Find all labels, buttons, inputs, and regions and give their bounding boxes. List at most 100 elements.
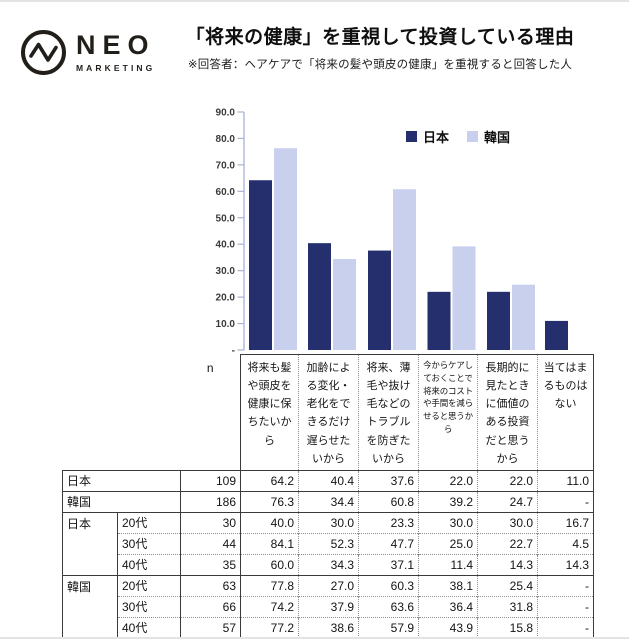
logo-pulse-icon (21, 30, 66, 75)
legend-item-korea: 韓国 (467, 127, 510, 146)
bar-korea-4 (512, 284, 535, 350)
table-row-6: 30代 66 74.2 37.9 63.6 36.4 31.8- (63, 595, 594, 618)
value-cell: 25.4 (477, 574, 538, 597)
bar-korea-1 (333, 259, 356, 350)
chart-legend: 日本 韓国 (406, 127, 510, 146)
age-cell: 20代 (117, 511, 181, 534)
n-cell: 57 (180, 616, 241, 637)
value-cell: 34.3 (298, 553, 359, 576)
value-cell: 38.6 (298, 616, 359, 637)
value-cell: 30.0 (477, 511, 538, 534)
y-tick-label: 20.0 (216, 293, 236, 304)
n-cell: 44 (180, 532, 241, 555)
value-cell: 47.7 (358, 532, 419, 555)
bar-korea-3 (452, 246, 476, 350)
n-cell: 63 (180, 574, 241, 597)
value-cell: 40.4 (298, 469, 359, 492)
bar-japan-3 (427, 291, 451, 350)
value-cell: 11.4 (418, 553, 478, 576)
country-cell: 日本 (62, 469, 181, 492)
y-tick-label: 80.0 (216, 134, 236, 145)
value-cell: 22.0 (477, 469, 538, 492)
value-cell: 63.6 (358, 595, 419, 618)
value-cell: 23.3 (358, 511, 419, 534)
value-cell: 60.3 (358, 574, 419, 597)
logo-wordmark: NEO MARKETING (76, 30, 156, 74)
value-cell: 77.8 (240, 574, 299, 597)
n-column-header: n (180, 354, 241, 471)
country-cell: 韓国 (62, 574, 118, 637)
age-cell: 30代 (117, 532, 181, 555)
value-cell: 43.9 (418, 616, 478, 637)
header: 「将来の健康」を重視して投資している理由 ※回答者：ヘアケアで「将来の髪や頭皮の… (150, 22, 610, 72)
value-cell: 64.2 (240, 469, 299, 492)
n-cell: 186 (180, 490, 241, 513)
y-tick-label: 90.0 (216, 108, 236, 119)
bar-japan-5 (545, 320, 568, 350)
value-cell: 24.7 (477, 490, 538, 513)
table-header-row: n 将来も髪や頭皮を健康に保ちたいから 加齢による変化・老化をできるだけ遅らせたいか… (62, 354, 594, 471)
value-cell: 40.0 (240, 511, 299, 534)
legend-label-japan: 日本 (423, 130, 450, 145)
bar-japan-0 (249, 180, 272, 350)
table-row-3: 30代 44 84.1 52.3 47.7 25.0 22.7 4.5 (63, 532, 594, 555)
value-cell: 30.0 (418, 511, 478, 534)
y-tick-label: 70.0 (216, 160, 236, 171)
header-spacer (62, 354, 181, 471)
table-row-0: 日本 109 64.2 40.4 37.6 22.0 22.0 11.0 (62, 469, 594, 492)
value-cell: 14.3 (537, 553, 594, 576)
results-table: n 将来も髪や頭皮を健康に保ちたいから 加齢による変化・老化をできるだけ遅らせたいか… (62, 354, 594, 637)
legend-swatch-korea (467, 131, 479, 142)
page-title: 「将来の健康」を重視して投資している理由 (185, 27, 575, 48)
y-tick-label: 60.0 (216, 187, 236, 198)
value-cell: - (537, 595, 594, 618)
country-cell: 韓国 (62, 490, 181, 513)
value-cell: 16.7 (537, 511, 594, 534)
table-row-7: 40代 57 77.2 38.6 57.9 43.9 15.8- (63, 616, 594, 637)
value-cell: 37.6 (358, 469, 419, 492)
table-row-1: 韓国 186 76.3 34.4 60.8 39.2 24.7- (62, 490, 594, 513)
bar-korea-2 (393, 189, 416, 350)
legend-swatch-japan (406, 131, 417, 142)
category-header-3: 今からケアしておくことで将来のコストや手間を減らせると思うから (418, 354, 478, 471)
n-cell: 35 (180, 553, 241, 576)
value-cell: 39.2 (418, 490, 478, 513)
category-header-0: 将来も髪や頭皮を健康に保ちたいから (240, 354, 299, 471)
logo-name: NEO (76, 30, 156, 60)
value-cell: 11.0 (537, 469, 594, 492)
category-header-1: 加齢による変化・老化をできるだけ遅らせたいから (298, 354, 359, 471)
y-tick-label: 30.0 (216, 266, 236, 277)
logo-tagline: MARKETING (76, 63, 156, 73)
age-cell: 30代 (117, 595, 181, 618)
value-cell: 14.3 (477, 553, 538, 576)
value-cell: 77.2 (240, 616, 299, 637)
value-cell: - (537, 616, 594, 637)
bar-korea-0 (274, 148, 297, 350)
value-cell: 38.1 (418, 574, 478, 597)
value-cell: 37.9 (298, 595, 359, 618)
legend-label-korea: 韓国 (484, 130, 511, 145)
value-cell: 30.0 (298, 511, 359, 534)
value-cell: 15.8 (477, 616, 538, 637)
value-cell: 36.4 (418, 595, 478, 618)
table-row-5: 韓国 20代 63 77.8 27.0 60.3 38.1 25.4- (62, 574, 594, 637)
value-cell: 84.1 (240, 532, 299, 555)
value-cell: 25.0 (418, 532, 478, 555)
bar-japan-1 (308, 243, 331, 350)
value-cell: 37.1 (358, 553, 419, 576)
category-header-5: 当てはまるものはない (537, 354, 594, 471)
y-tick-label: 50.0 (216, 213, 236, 224)
age-cell: 40代 (117, 616, 181, 637)
y-tick-label: 40.0 (216, 240, 236, 251)
value-cell: - (537, 574, 594, 597)
value-cell: 76.3 (240, 490, 299, 513)
value-cell: 22.0 (418, 469, 478, 492)
value-cell: 34.4 (298, 490, 359, 513)
n-cell: 30 (180, 511, 241, 534)
category-header-4: 長期的に見たときに価値のある投資だと思うから (477, 354, 538, 471)
table-row-2: 日本 20代 30 40.0 30.0 23.3 30.0 30.0 16.7 (62, 511, 594, 576)
value-cell: 74.2 (240, 595, 299, 618)
category-header-2: 将来、薄毛や抜け毛などのトラブルを防ぎたいから (358, 354, 419, 471)
age-cell: 20代 (117, 574, 181, 597)
